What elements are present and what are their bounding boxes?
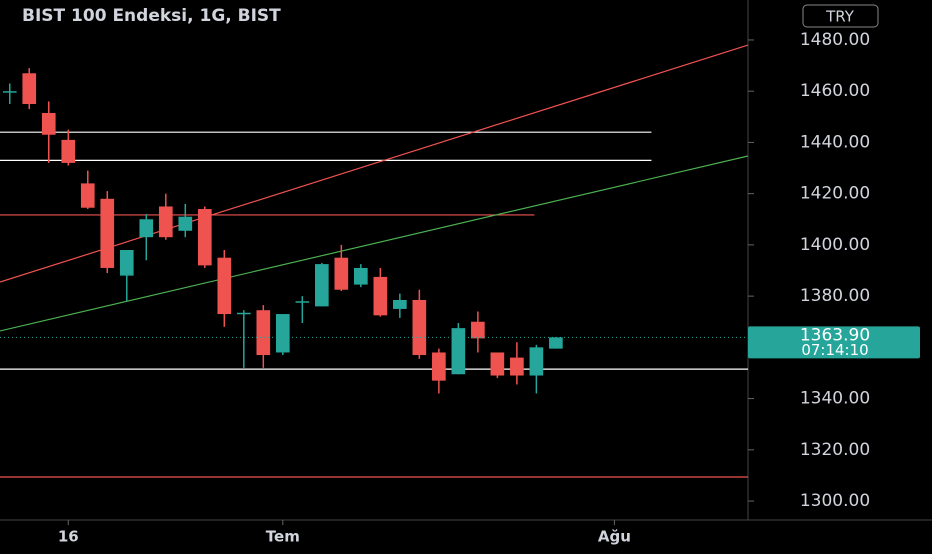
- countdown: 07:14:10: [801, 341, 868, 359]
- chart-title: BIST 100 Endeksi, 1G, BIST: [22, 6, 281, 26]
- candle-body: [354, 267, 368, 285]
- y-tick-label: 1480.00: [800, 30, 870, 50]
- x-tick-label: Ağu: [598, 528, 631, 546]
- last-price-label: 1363.90: [800, 325, 870, 345]
- candle-body: [158, 206, 173, 238]
- candle-body: [2, 91, 17, 93]
- candle-body: [490, 352, 505, 376]
- candle-body: [178, 216, 193, 231]
- candle-body: [334, 257, 349, 290]
- x-tick-label: Tem: [266, 528, 300, 546]
- x-tick-label: 16: [58, 528, 79, 546]
- candle-body: [197, 209, 212, 266]
- candle-body: [61, 139, 76, 163]
- candle-body: [22, 73, 37, 104]
- candle-body: [549, 337, 563, 349]
- candle-body: [295, 301, 310, 303]
- drawing-line: [0, 44, 749, 283]
- candle-body: [412, 299, 427, 356]
- currency-box[interactable]: [802, 4, 879, 28]
- candle-body: [432, 352, 446, 381]
- candle-body: [139, 219, 154, 238]
- currency[interactable]: TRY: [825, 8, 855, 26]
- candle-body: [471, 321, 485, 339]
- last-price-box: [748, 326, 920, 359]
- candle-body: [510, 357, 524, 376]
- y-tick-label: 1460.00: [800, 81, 870, 101]
- candle-body: [256, 310, 271, 356]
- candle-body: [529, 347, 544, 376]
- drawing-line: [0, 155, 749, 332]
- y-tick-label: 1320.00: [800, 440, 870, 460]
- candle-body: [80, 183, 95, 208]
- candle-body: [236, 312, 251, 315]
- y-tick-label: 1300.00: [800, 491, 870, 511]
- y-tick-label: 1340.00: [800, 389, 870, 409]
- y-tick-label: 1400.00: [800, 235, 870, 255]
- candle-body: [314, 264, 329, 307]
- y-tick-label: 1380.00: [800, 286, 870, 306]
- candle-body: [100, 198, 115, 268]
- y-tick-label: 1420.00: [800, 184, 870, 204]
- candle-body: [119, 250, 134, 276]
- candle-body: [373, 276, 388, 316]
- y-tick-label: 1440.00: [800, 132, 870, 152]
- candle-body: [275, 314, 290, 353]
- candle-body: [41, 112, 56, 135]
- candle-body: [393, 299, 407, 309]
- candle-body: [451, 328, 466, 375]
- candle-body: [217, 257, 232, 315]
